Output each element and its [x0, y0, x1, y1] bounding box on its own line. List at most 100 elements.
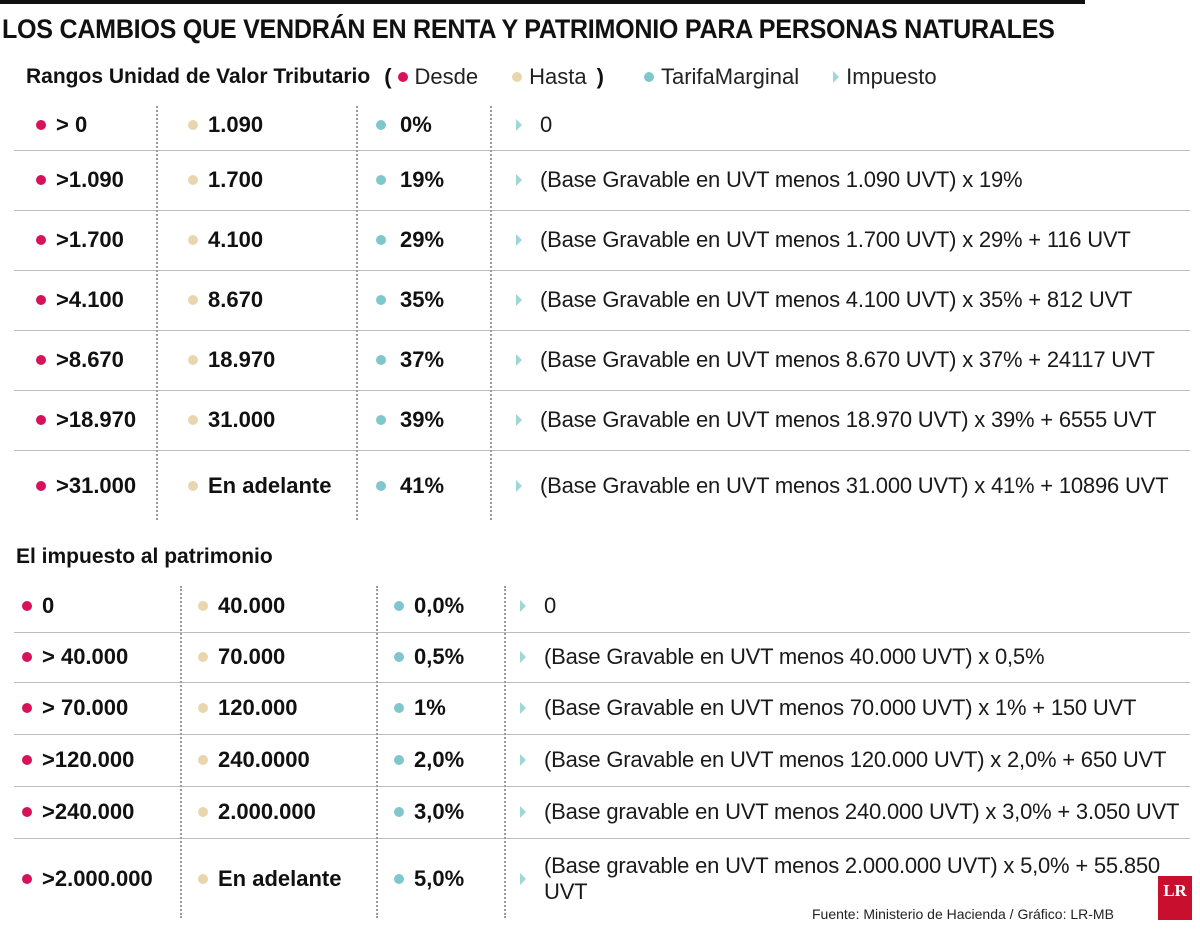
cell-hasta-text: 4.100: [208, 227, 264, 252]
cell-hasta-text: 31.000: [208, 407, 276, 432]
pink-dot-icon: [397, 72, 408, 82]
cell-hasta: En adelante: [198, 838, 378, 920]
cell-tarifa-text: 1%: [414, 695, 446, 720]
cell-impuesto-text: (Base Gravable en UVT menos 8.670 UVT) x…: [540, 347, 1155, 372]
cell-desde: 0: [22, 580, 182, 632]
teal-dot-icon: [376, 295, 386, 305]
legend-hasta-label: Hasta: [529, 64, 587, 89]
beige-dot-icon: [188, 235, 198, 245]
cell-impuesto-text: (Base Gravable en UVT menos 70.000 UVT) …: [544, 695, 1137, 720]
beige-dot-icon: [198, 703, 208, 713]
cell-hasta-text: 1.090: [208, 112, 264, 137]
cell-desde-text: > 40.000: [42, 644, 129, 669]
page-title: LOS CAMBIOS QUE VENDRÁN EN RENTA Y PATRI…: [2, 14, 1055, 44]
table-row: >18.970 31.000 39% (Base Gravable en UVT me…: [14, 390, 1190, 451]
cell-desde: > 0: [36, 100, 156, 150]
cell-tarifa-text: 5,0%: [414, 866, 465, 891]
cell-desde: >18.970: [36, 390, 156, 450]
pink-dot-icon: [22, 703, 32, 713]
cell-desde-text: >8.670: [56, 347, 124, 372]
beige-dot-icon: [198, 755, 208, 765]
cell-hasta-text: 120.000: [218, 695, 298, 720]
cell-tarifa-text: 35%: [400, 287, 445, 312]
cell-impuesto-text: (Base Gravable en UVT menos 1.700 UVT) x…: [540, 227, 1131, 252]
teal-dot-icon: [394, 652, 404, 662]
cell-hasta: 120.000: [198, 682, 378, 734]
cell-impuesto: (Base Gravable en UVT menos 1.090 UVT) x…: [516, 150, 1196, 210]
triangle-icon: [516, 234, 522, 246]
teal-dot-icon: [643, 72, 654, 82]
table-row: >240.000 2.000.000 3,0% (Base gravable en U…: [14, 786, 1190, 839]
cell-desde-text: >31.000: [56, 473, 137, 498]
cell-desde: >1.700: [36, 210, 156, 270]
teal-dot-icon: [376, 175, 386, 185]
beige-dot-icon: [188, 175, 198, 185]
cell-impuesto-text: (Base Gravable en UVT menos 120.000 UVT)…: [544, 747, 1167, 772]
cell-hasta-text: 40.000: [218, 593, 286, 618]
teal-dot-icon: [394, 601, 404, 611]
cell-desde-text: >1.090: [56, 167, 124, 192]
pink-dot-icon: [36, 175, 46, 185]
cell-hasta-text: 8.670: [208, 287, 264, 312]
pink-dot-icon: [22, 652, 32, 662]
cell-impuesto: 0: [520, 580, 1200, 632]
cell-tarifa: 37%: [376, 330, 496, 390]
legend-item-desde: Desde: [397, 64, 478, 90]
triangle-icon: [516, 119, 522, 131]
cell-hasta-text: 18.970: [208, 347, 276, 372]
cell-hasta: 8.670: [188, 270, 358, 330]
teal-dot-icon: [394, 807, 404, 817]
pink-dot-icon: [22, 807, 32, 817]
teal-dot-icon: [376, 481, 386, 491]
cell-hasta-text: 1.700: [208, 167, 264, 192]
cell-tarifa: 0,0%: [394, 580, 504, 632]
column-divider: [504, 586, 506, 918]
legend-item-hasta: Hasta: [512, 64, 587, 90]
beige-dot-icon: [198, 601, 208, 611]
table-row: > 70.000 120.000 1% (Base Gravable en UVT m…: [14, 682, 1190, 735]
triangle-icon: [516, 480, 522, 492]
cell-desde: >4.100: [36, 270, 156, 330]
cell-hasta: 40.000: [198, 580, 378, 632]
pink-dot-icon: [22, 874, 32, 884]
table-row: 0 40.000 0,0% 0: [14, 580, 1190, 633]
table-row: >8.670 18.970 37% (Base Gravable en UVT men…: [14, 330, 1190, 391]
cell-impuesto: (Base Gravable en UVT menos 18.970 UVT) …: [516, 390, 1196, 450]
beige-dot-icon: [188, 295, 198, 305]
cell-desde-text: > 70.000: [42, 695, 129, 720]
cell-tarifa: 35%: [376, 270, 496, 330]
cell-impuesto: (Base Gravable en UVT menos 40.000 UVT) …: [520, 632, 1200, 682]
legend-impuesto-label: Impuesto: [846, 64, 937, 89]
cell-hasta-text: 240.0000: [218, 747, 310, 772]
triangle-icon: [520, 702, 526, 714]
triangle-icon: [520, 873, 526, 885]
cell-hasta: 18.970: [188, 330, 358, 390]
cell-desde: >31.000: [36, 450, 156, 522]
cell-tarifa-text: 41%: [400, 473, 445, 498]
cell-impuesto-text: (Base Gravable en UVT menos 18.970 UVT) …: [540, 407, 1157, 432]
legend-tarifa-label: TarifaMarginal: [660, 64, 800, 89]
triangle-icon: [516, 294, 522, 306]
pink-dot-icon: [36, 120, 46, 130]
cell-tarifa: 41%: [376, 450, 496, 522]
cell-impuesto: (Base Gravable en UVT menos 8.670 UVT) x…: [516, 330, 1196, 390]
cell-hasta-text: En adelante: [218, 866, 342, 891]
cell-desde-text: >18.970: [56, 407, 137, 432]
cell-desde: >120.000: [22, 734, 182, 786]
triangle-icon: [520, 754, 526, 766]
table-row: >1.700 4.100 29% (Base Gravable en UVT meno…: [14, 210, 1190, 271]
cell-tarifa: 3,0%: [394, 786, 504, 838]
cell-hasta-text: 2.000.000: [218, 799, 316, 824]
cell-impuesto: (Base Gravable en UVT menos 70.000 UVT) …: [520, 682, 1200, 734]
cell-impuesto-text: (Base gravable en UVT menos 240.000 UVT)…: [544, 799, 1180, 824]
teal-dot-icon: [376, 355, 386, 365]
column-divider: [490, 106, 492, 520]
pink-dot-icon: [36, 481, 46, 491]
beige-dot-icon: [198, 652, 208, 662]
cell-tarifa-text: 19%: [400, 167, 445, 192]
cell-desde-text: >4.100: [56, 287, 124, 312]
cell-impuesto-text: (Base Gravable en UVT menos 1.090 UVT) x…: [540, 167, 1023, 192]
lr-logo: LR: [1158, 876, 1192, 920]
cell-impuesto: (Base Gravable en UVT menos 31.000 UVT) …: [516, 450, 1196, 522]
cell-tarifa-text: 0,0%: [414, 593, 465, 618]
